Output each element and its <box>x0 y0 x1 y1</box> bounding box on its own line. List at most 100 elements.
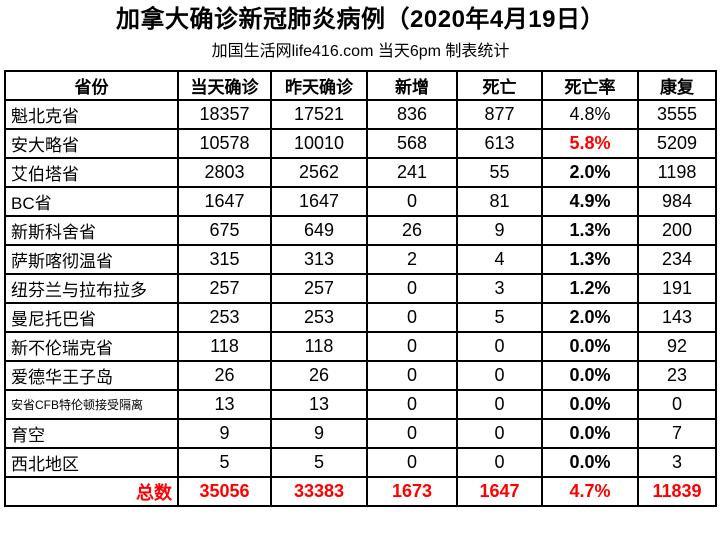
table-row: 纽芬兰与拉布拉多 257 257 0 3 1.2% 191 <box>4 273 717 304</box>
cell-new-cases: 0 <box>366 418 458 449</box>
cell-province: 魁北克省 <box>4 99 179 130</box>
cell-recovered: 5209 <box>637 128 717 159</box>
cell-recovered: 1198 <box>637 157 717 188</box>
table-row: 爱德华王子岛 26 26 0 0 0.0% 23 <box>4 360 717 391</box>
cell-recovered: 23 <box>637 360 717 391</box>
cell-new-cases: 0 <box>366 331 458 362</box>
table-row: 艾伯塔省 2803 2562 241 55 2.0% 1198 <box>4 157 717 188</box>
cell-new-cases: 0 <box>366 302 458 333</box>
cell-deaths: 0 <box>456 331 543 362</box>
header-cell-death-rate: 死亡率 <box>541 70 639 101</box>
cell-today-confirmed: 253 <box>177 302 272 333</box>
cell-death-rate: 4.8% <box>541 99 639 130</box>
cell-deaths: 4 <box>456 244 543 275</box>
cell-yesterday-confirmed: 26 <box>270 360 368 391</box>
cell-death-rate: 0.0% <box>541 389 639 420</box>
header-cell-recovered: 康复 <box>637 70 717 101</box>
cell-death-rate: 0.0% <box>541 418 639 449</box>
cell-new-cases: 2 <box>366 244 458 275</box>
table-header-row: 省份 当天确诊 昨天确诊 新增 死亡 死亡率 康复 <box>4 70 717 101</box>
cell-today-confirmed: 315 <box>177 244 272 275</box>
cell-new-cases: 0 <box>366 186 458 217</box>
cell-recovered: 3 <box>637 447 717 478</box>
cell-death-rate: 5.8% <box>541 128 639 159</box>
cell-province: 曼尼托巴省 <box>4 302 179 333</box>
cell-death-rate: 1.3% <box>541 215 639 246</box>
page-subtitle: 加国生活网life416.com 当天6pm 制表统计 <box>211 43 510 60</box>
table-total-row: 总数 35056 33383 1673 1647 4.7% 11839 <box>4 476 717 507</box>
cell-today-confirmed: 26 <box>177 360 272 391</box>
cell-province: 新不伦瑞克省 <box>4 331 179 362</box>
cell-death-rate: 0.0% <box>541 331 639 362</box>
cell-recovered: 143 <box>637 302 717 333</box>
cell-today-confirmed: 675 <box>177 215 272 246</box>
cell-death-rate: 0.0% <box>541 447 639 478</box>
total-deaths: 1647 <box>456 476 543 507</box>
total-today-confirmed: 35056 <box>177 476 272 507</box>
cell-yesterday-confirmed: 9 <box>270 418 368 449</box>
cell-province: 西北地区 <box>4 447 179 478</box>
cell-yesterday-confirmed: 10010 <box>270 128 368 159</box>
cell-death-rate: 2.0% <box>541 157 639 188</box>
page-title: 加拿大确诊新冠肺炎病例（2020年4月19日） <box>116 6 605 33</box>
cell-death-rate: 1.2% <box>541 273 639 304</box>
cell-deaths: 613 <box>456 128 543 159</box>
cell-province: 纽芬兰与拉布拉多 <box>4 273 179 304</box>
cell-yesterday-confirmed: 13 <box>270 389 368 420</box>
header-cell-today-confirmed: 当天确诊 <box>177 70 272 101</box>
total-yesterday-confirmed: 33383 <box>270 476 368 507</box>
cell-yesterday-confirmed: 649 <box>270 215 368 246</box>
cell-province: BC省 <box>4 186 179 217</box>
table-body: 魁北克省 18357 17521 836 877 4.8% 3555 安大略省 10578 100… <box>4 99 717 507</box>
cell-recovered: 3555 <box>637 99 717 130</box>
cell-today-confirmed: 9 <box>177 418 272 449</box>
cell-new-cases: 0 <box>366 447 458 478</box>
cell-recovered: 92 <box>637 331 717 362</box>
cell-new-cases: 241 <box>366 157 458 188</box>
cell-province: 安省CFB特伦顿接受隔离 <box>4 389 179 420</box>
cell-deaths: 0 <box>456 447 543 478</box>
cell-death-rate: 2.0% <box>541 302 639 333</box>
cell-today-confirmed: 5 <box>177 447 272 478</box>
cell-yesterday-confirmed: 257 <box>270 273 368 304</box>
header-cell-yesterday-confirmed: 昨天确诊 <box>270 70 368 101</box>
cell-deaths: 3 <box>456 273 543 304</box>
cell-today-confirmed: 13 <box>177 389 272 420</box>
cell-province: 艾伯塔省 <box>4 157 179 188</box>
cell-recovered: 200 <box>637 215 717 246</box>
cell-province: 育空 <box>4 418 179 449</box>
cell-new-cases: 26 <box>366 215 458 246</box>
cell-province: 爱德华王子岛 <box>4 360 179 391</box>
cell-new-cases: 568 <box>366 128 458 159</box>
table-row: 新不伦瑞克省 118 118 0 0 0.0% 92 <box>4 331 717 362</box>
cell-new-cases: 836 <box>366 99 458 130</box>
table-row: 萨斯喀彻温省 315 313 2 4 1.3% 234 <box>4 244 717 275</box>
cell-yesterday-confirmed: 5 <box>270 447 368 478</box>
cell-yesterday-confirmed: 313 <box>270 244 368 275</box>
table-row: 西北地区 5 5 0 0 0.0% 3 <box>4 447 717 478</box>
table-row: 曼尼托巴省 253 253 0 5 2.0% 143 <box>4 302 717 333</box>
cell-yesterday-confirmed: 253 <box>270 302 368 333</box>
cell-recovered: 0 <box>637 389 717 420</box>
total-death-rate: 4.7% <box>541 476 639 507</box>
cell-today-confirmed: 1647 <box>177 186 272 217</box>
cell-yesterday-confirmed: 118 <box>270 331 368 362</box>
header-cell-deaths: 死亡 <box>456 70 543 101</box>
cell-death-rate: 0.0% <box>541 360 639 391</box>
cell-today-confirmed: 257 <box>177 273 272 304</box>
cell-today-confirmed: 18357 <box>177 99 272 130</box>
cell-today-confirmed: 2803 <box>177 157 272 188</box>
cell-yesterday-confirmed: 2562 <box>270 157 368 188</box>
cell-deaths: 0 <box>456 360 543 391</box>
cell-death-rate: 4.9% <box>541 186 639 217</box>
cell-new-cases: 0 <box>366 360 458 391</box>
total-recovered: 11839 <box>637 476 717 507</box>
table-row: BC省 1647 1647 0 81 4.9% 984 <box>4 186 717 217</box>
cell-yesterday-confirmed: 17521 <box>270 99 368 130</box>
cell-death-rate: 1.3% <box>541 244 639 275</box>
cell-province: 新斯科舍省 <box>4 215 179 246</box>
cell-today-confirmed: 10578 <box>177 128 272 159</box>
table-row: 魁北克省 18357 17521 836 877 4.8% 3555 <box>4 99 717 130</box>
cell-deaths: 55 <box>456 157 543 188</box>
